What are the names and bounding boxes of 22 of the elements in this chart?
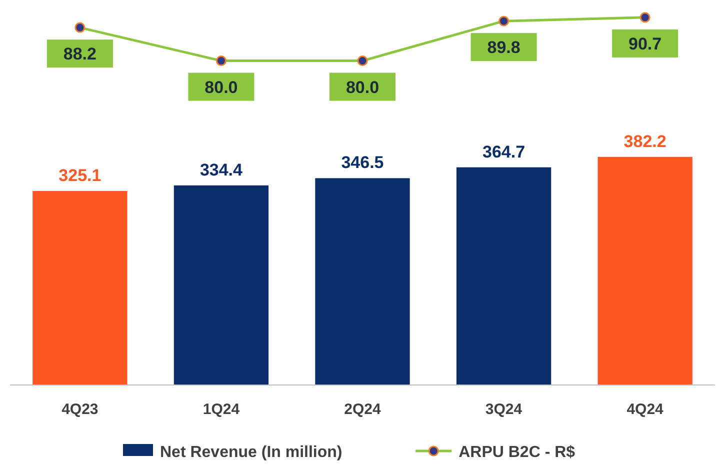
bar (315, 178, 410, 385)
legend-label: Net Revenue (In million) (160, 444, 342, 461)
data-label: 364.7 (482, 142, 526, 162)
data-label: 89.8 (487, 38, 520, 58)
x-tick-label: 1Q24 (202, 401, 240, 418)
bar (598, 156, 692, 385)
data-label: 382.2 (624, 132, 666, 151)
data-label: 346.5 (341, 153, 384, 172)
legend-label: ARPU B2C - R$ (458, 444, 576, 461)
data-label: 88.2 (63, 44, 96, 64)
x-tick-label: 2Q24 (344, 401, 382, 418)
x-tick-label: 4Q24 (626, 401, 664, 418)
data-label: 80.0 (346, 78, 380, 97)
x-tick-label: 4Q23 (62, 401, 98, 418)
bar (174, 185, 269, 385)
data-label: 80.0 (204, 78, 238, 97)
data-label: 334.4 (200, 160, 244, 180)
data-label: 90.7 (628, 34, 662, 54)
bar (32, 190, 128, 385)
data-label: 325.1 (58, 166, 102, 185)
x-tick-label: 3Q24 (485, 401, 523, 418)
bar (456, 167, 552, 385)
